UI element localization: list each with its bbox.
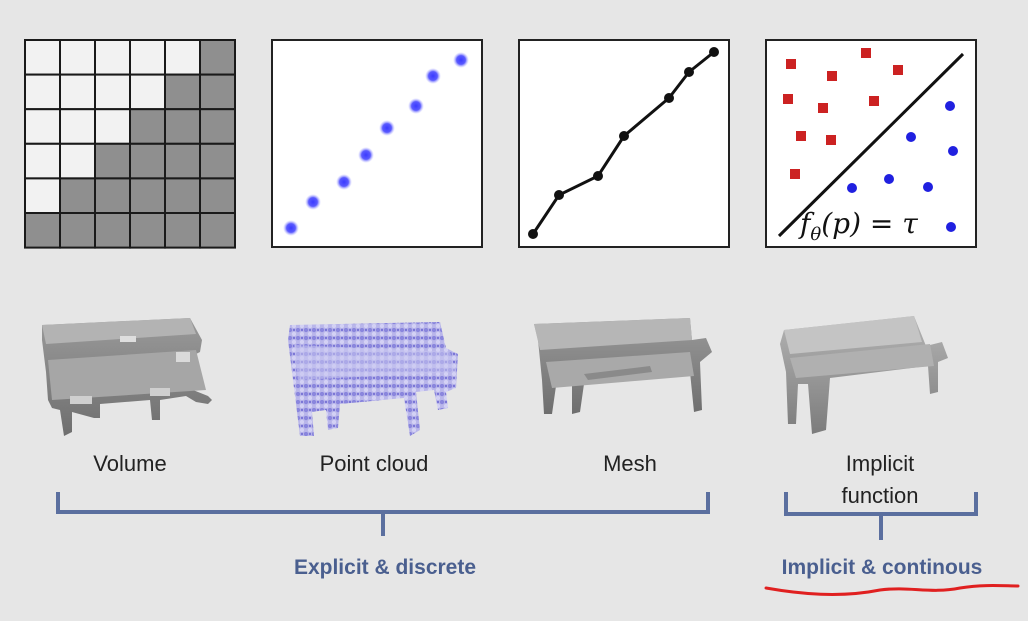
voxel-cell (94, 73, 131, 111)
voxel-cell (94, 212, 131, 249)
red-sample (826, 135, 836, 145)
blue-sample (945, 101, 955, 111)
implicit-function-panel: fθ(p) = τ (765, 39, 977, 248)
blue-sample (946, 222, 956, 232)
voxel-cell (164, 108, 201, 145)
mesh-vertex (554, 190, 564, 200)
voxel-cell (199, 212, 236, 249)
mesh-vertex (684, 67, 694, 77)
red-sample (893, 65, 903, 75)
red-sample (869, 96, 879, 106)
voxel-cell (24, 108, 61, 145)
cloud-point (453, 52, 469, 68)
red-underline-annotation (764, 584, 1020, 596)
mesh-vertex (593, 171, 603, 181)
voxel-cell (24, 212, 61, 249)
voxel-cell (164, 177, 201, 214)
voxel-cell (164, 212, 201, 249)
voxel-cell (24, 39, 61, 76)
voxel-cell (164, 142, 201, 180)
label-implicit-function: Implicit function (841, 451, 919, 508)
voxel-cell (24, 142, 61, 180)
voxel-cell (24, 73, 61, 111)
cloud-point (425, 68, 441, 84)
cloud-point (358, 147, 374, 163)
red-sample (783, 94, 793, 104)
voxel-cell (129, 142, 166, 180)
voxel-cell (59, 108, 96, 145)
blue-sample (948, 146, 958, 156)
mesh-vertex (528, 229, 538, 239)
blue-sample (906, 132, 916, 142)
voxel-cell (129, 39, 166, 76)
red-sample (827, 71, 837, 81)
voxel-cell (59, 39, 96, 76)
blue-sample (923, 182, 933, 192)
voxel-cell (94, 39, 131, 76)
cloud-point (336, 174, 352, 190)
group-label-implicit: Implicit & continous (781, 556, 983, 579)
voxel-cell (199, 108, 236, 145)
volume-bench-icon (42, 318, 212, 436)
voxel-cell (24, 177, 61, 214)
mesh-bench-icon (534, 318, 712, 414)
voxel-cell (199, 177, 236, 214)
voxel-cell (129, 212, 166, 249)
voxel-cell (199, 142, 236, 180)
voxel-cell (129, 73, 166, 111)
implicit-brace (784, 492, 978, 540)
label-mesh: Mesh (603, 451, 657, 476)
voxel-cell (129, 177, 166, 214)
voxel-cell (164, 39, 201, 76)
cloud-point (305, 194, 321, 210)
voxel-cell (164, 73, 201, 111)
red-sample (786, 59, 796, 69)
decision-boundary (777, 52, 965, 238)
label-point-cloud: Point cloud (319, 451, 429, 476)
voxel-cell (199, 39, 236, 76)
mesh-vertex (664, 93, 674, 103)
voxel-cell (94, 108, 131, 145)
red-sample (818, 103, 828, 113)
group-label-explicit: Explicit & discrete (293, 556, 477, 579)
volume-grid-panel (24, 39, 236, 249)
red-sample (790, 169, 800, 179)
label-volume: Volume (93, 451, 167, 476)
cloud-point (408, 98, 424, 114)
voxel-cell (94, 142, 131, 180)
blue-sample (847, 183, 857, 193)
point-cloud-bench-icon (288, 322, 458, 436)
voxel-cell (94, 177, 131, 214)
voxel-cell (59, 177, 96, 214)
point-cloud-panel (271, 39, 483, 248)
blue-sample (884, 174, 894, 184)
voxel-cell (59, 212, 96, 249)
implicit-bench-icon (780, 316, 948, 434)
cloud-point (283, 220, 299, 236)
voxel-cell (199, 73, 236, 111)
red-sample (796, 131, 806, 141)
voxel-cell (59, 73, 96, 111)
mesh-vertex (619, 131, 629, 141)
mesh-vertex (709, 47, 719, 57)
cloud-point (379, 120, 395, 136)
explicit-brace (56, 492, 710, 536)
mesh-panel (518, 39, 730, 248)
voxel-cell (129, 108, 166, 145)
red-sample (861, 48, 871, 58)
voxel-cell (59, 142, 96, 180)
